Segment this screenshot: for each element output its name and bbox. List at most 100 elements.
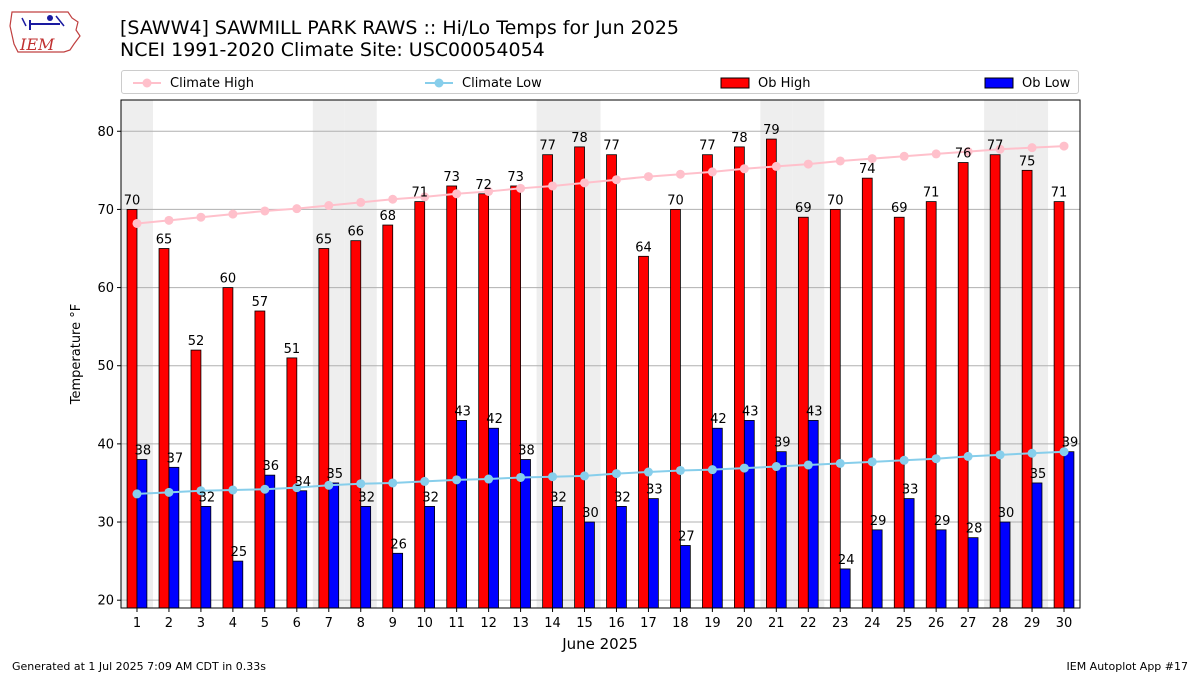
chart-subtitle: NCEI 1991-2020 Climate Site: USC00054054 <box>120 39 545 61</box>
ob-high-bar-day-3 <box>190 349 202 609</box>
ob-high-label-day-20: 78 <box>731 131 748 146</box>
ob-low-label-day-4: 25 <box>231 545 248 560</box>
climate-high-point-day-18 <box>675 169 685 179</box>
ob-low-bar-day-3 <box>200 505 212 609</box>
climate-high-point-day-4 <box>228 209 238 219</box>
y-tick-label-70: 70 <box>97 203 114 218</box>
ob-low-bar-day-6 <box>296 490 308 609</box>
ob-low-label-day-18: 27 <box>678 529 695 544</box>
ob-high-label-day-18: 70 <box>667 193 684 208</box>
ob-high-bar-day-15 <box>574 146 585 609</box>
ob-high-bar-day-20 <box>734 146 745 609</box>
ob-high-bar-day-13 <box>510 185 521 609</box>
ob-low-label-day-12: 42 <box>486 412 503 427</box>
climate-high-point-day-14 <box>548 181 558 191</box>
x-tick-label-15: 15 <box>576 616 593 631</box>
climate-low-point-day-7 <box>324 480 334 490</box>
ob-high-label-day-2: 65 <box>156 232 173 247</box>
climate-high-point-day-12 <box>484 186 494 196</box>
ob-low-bar-day-9 <box>392 552 404 609</box>
legend-item-ob-high: Ob High <box>720 71 811 95</box>
ob-high-label-day-5: 57 <box>252 295 269 310</box>
legend-item-climate-low: Climate Low <box>424 71 542 95</box>
ob-high-bar-day-29 <box>1021 169 1033 609</box>
ob-high-bar-day-18 <box>670 209 681 609</box>
logo-text: IEM <box>19 35 55 54</box>
ob-high-label-day-30: 71 <box>1051 186 1068 201</box>
ob-high-label-day-25: 69 <box>891 201 908 216</box>
ob-low-label-day-19: 42 <box>710 412 727 427</box>
ob-low-label-day-30: 39 <box>1062 436 1079 451</box>
climate-high-point-day-10 <box>420 192 430 202</box>
climate-high-point-day-24 <box>867 154 877 164</box>
climate-high-point-day-30 <box>1059 141 1069 151</box>
ob-low-bar-day-24 <box>871 529 883 609</box>
y-tick-label-40: 40 <box>97 437 114 452</box>
legend-label-ob-low: Ob Low <box>1022 75 1071 91</box>
legend-item-climate-high: Climate High <box>132 71 254 95</box>
climate-high-point-day-3 <box>196 212 206 222</box>
climate-low-point-day-29 <box>1027 448 1037 458</box>
legend-label-climate-high: Climate High <box>170 75 255 91</box>
ob-low-label-day-11: 43 <box>454 404 471 419</box>
climate-low-point-day-17 <box>643 467 653 477</box>
climate-lines <box>132 141 1069 499</box>
climate-low-point-day-6 <box>292 483 302 493</box>
climate-low-point-day-13 <box>516 472 526 482</box>
ob-low-label-day-8: 32 <box>358 490 375 505</box>
footer-app: IEM Autoplot App #17 <box>1066 660 1189 673</box>
ob-low-bar-day-12 <box>488 427 499 609</box>
climate-low-line <box>136 450 1065 495</box>
ob-high-bar-day-14 <box>542 154 553 609</box>
y-tick-label-60: 60 <box>97 281 114 296</box>
ob-high-label-day-16: 77 <box>603 139 620 154</box>
ob-low-bar-day-11 <box>456 420 467 609</box>
x-tick-label-5: 5 <box>261 616 269 631</box>
ob-high-label-day-6: 51 <box>284 342 301 357</box>
climate-low-point-day-4 <box>228 485 238 495</box>
ob-low-label-day-22: 43 <box>806 404 823 419</box>
climate-high-point-day-11 <box>452 189 462 199</box>
ob-high-swatch-icon <box>720 77 750 89</box>
ob-low-label-day-10: 32 <box>422 490 439 505</box>
ob-low-label-day-25: 33 <box>902 483 919 498</box>
plot-frame <box>120 99 1081 609</box>
x-tick-label-6: 6 <box>293 616 301 631</box>
x-tick-label-19: 19 <box>704 616 721 631</box>
ob-low-bar-day-21 <box>775 451 787 609</box>
ob-low-label-day-23: 24 <box>838 553 855 568</box>
climate-low-point-day-5 <box>260 484 270 494</box>
ob-low-bar-day-8 <box>360 505 372 609</box>
climate-low-point-day-3 <box>196 486 206 496</box>
ob-high-bar-day-10 <box>414 201 426 609</box>
climate-low-point-day-11 <box>452 475 462 485</box>
legend-label-climate-low: Climate Low <box>462 75 542 91</box>
x-tick-label-22: 22 <box>800 616 817 631</box>
chart-title: [SAWW4] SAWMILL PARK RAWS :: Hi/Lo Temps… <box>120 17 680 39</box>
climate-high-point-day-16 <box>611 175 621 185</box>
x-tick-label-25: 25 <box>896 616 913 631</box>
x-tick-label-20: 20 <box>736 616 753 631</box>
climate-high-point-day-9 <box>388 194 398 204</box>
iowa-weather-station-logo-icon: IEM <box>9 11 81 54</box>
ob-low-bar-day-20 <box>743 420 755 609</box>
ob-low-bar-day-19 <box>711 427 723 609</box>
ob-high-bar-day-27 <box>957 162 969 609</box>
climate-low-line-icon <box>425 78 453 88</box>
y-tick-label-30: 30 <box>97 516 114 531</box>
ob-low-bar-day-25 <box>903 498 915 609</box>
climate-low-point-day-1 <box>132 489 142 499</box>
ob-high-label-day-11: 73 <box>443 170 460 185</box>
climate-low-point-day-25 <box>899 455 909 465</box>
ob-high-label-day-24: 74 <box>859 162 876 177</box>
ob-high-label-day-4: 60 <box>220 272 237 287</box>
iem-logo: IEM <box>8 6 82 58</box>
climate-high-line-icon <box>133 78 161 88</box>
ob-high-label-day-23: 70 <box>827 193 844 208</box>
ob-low-bar-day-18 <box>680 545 691 609</box>
legend-label-ob-high: Ob High <box>758 75 811 91</box>
value-labels: 70 38 65 37 52 32 60 25 57 36 51 34 65 35 66 32 68 26 71 32… <box>124 123 1078 568</box>
ob-high-label-day-28: 77 <box>987 139 1004 154</box>
ob-low-label-day-6: 34 <box>294 475 311 490</box>
ob-high-label-day-19: 77 <box>699 139 716 154</box>
